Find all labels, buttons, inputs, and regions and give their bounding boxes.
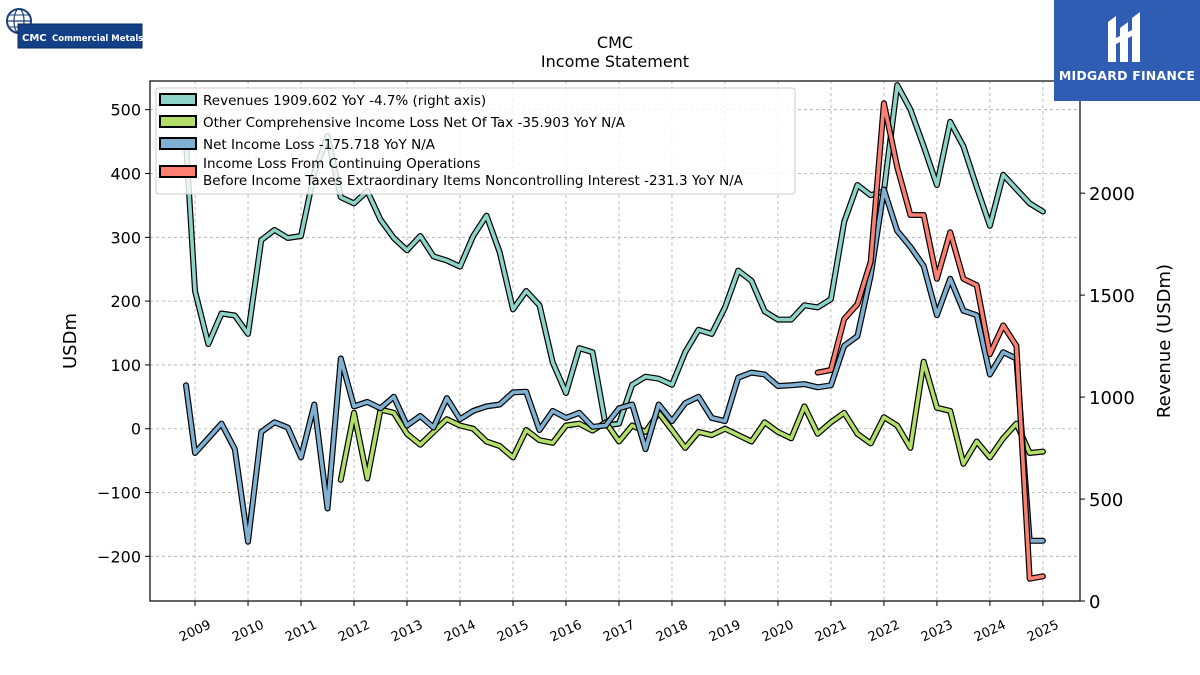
y-tick-label-right: 500 [1089,490,1123,511]
y-tick-label-right: 1000 [1089,388,1135,409]
y-axis-label-left: USDm [60,313,81,369]
series-line [184,187,1045,544]
y-tick-label-right: 2000 [1089,184,1135,205]
chart-legend: Revenues 1909.602 YoY -4.7% (right axis)… [155,87,796,195]
x-tick-label: 2011 [283,618,319,646]
x-tick-label: 2018 [654,618,690,646]
midgard-logo-icon [1108,12,1140,62]
y-tick-label-right: 0 [1089,592,1100,613]
x-tick-label: 2015 [495,618,531,646]
y-axis-label-right: Revenue (USDm) [1154,264,1175,418]
series-line [338,359,1045,482]
x-tick-label: 2009 [177,618,213,646]
cmc-logo-name: Commercial Metals [52,34,143,44]
legend-label-3: Income Loss From Continuing Operations [203,156,480,172]
legend-swatch-1 [159,115,197,128]
x-tick-label: 2020 [760,618,796,646]
cmc-logo-text: CMC [22,33,47,44]
x-tick-label: 2017 [601,618,637,646]
y-tick-label-left: 0 [131,420,141,439]
y-tick-label-left: 400 [110,165,141,184]
legend-box [155,87,796,195]
series-outline [183,186,1046,545]
x-tick-label: 2021 [813,618,849,646]
chart-subtitle: Income Statement [541,52,689,71]
series-3 [814,100,1046,582]
x-tick-label: 2013 [389,618,425,646]
plot-frame [149,80,1081,602]
legend-label-0: Revenues 1909.602 YoY -4.7% (right axis) [203,93,486,109]
x-tick-label: 2010 [230,618,266,646]
y-tick-label-left: −200 [97,547,141,566]
x-tick-label: 2024 [972,618,1008,646]
x-tick-label: 2025 [1025,618,1061,646]
y-tick-label-left: 100 [110,356,141,375]
legend-label-1: Other Comprehensive Income Loss Net Of T… [203,115,626,131]
legend-swatch-2 [159,137,197,150]
cmc-globe-icon: CMC Commercial Metals [6,8,143,49]
y-tick-label-left: 200 [110,292,141,311]
cmc-logo: CMC Commercial Metals [4,6,144,52]
series-1 [337,358,1046,483]
midgard-finance-brand: MIDGARD FINANCE [1054,0,1200,101]
series-2 [183,186,1046,545]
x-tick-label: 2012 [336,618,372,646]
series-layer [183,82,1046,582]
y-tick-label-left: 500 [110,101,141,120]
series-line [815,101,1045,581]
y-tick-label-left: −100 [97,484,141,503]
x-tick-label: 2014 [442,618,478,646]
x-tick-label: 2019 [707,618,743,646]
chart-title: CMC [597,33,633,52]
x-tick-label: 2023 [919,618,955,646]
x-tick-label: 2022 [866,618,902,646]
y-tick-label-left: 300 [110,228,141,247]
legend-label-3: Before Income Taxes Extraordinary Items … [203,173,744,189]
midgard-brand-name: MIDGARD FINANCE [1058,68,1196,83]
y-tick-label-right: 1500 [1089,286,1135,307]
legend-swatch-3 [159,165,197,178]
x-tick-label: 2016 [548,618,584,646]
legend-label-2: Net Income Loss -175.718 YoY N/A [203,137,436,153]
legend-swatch-0 [159,93,197,106]
